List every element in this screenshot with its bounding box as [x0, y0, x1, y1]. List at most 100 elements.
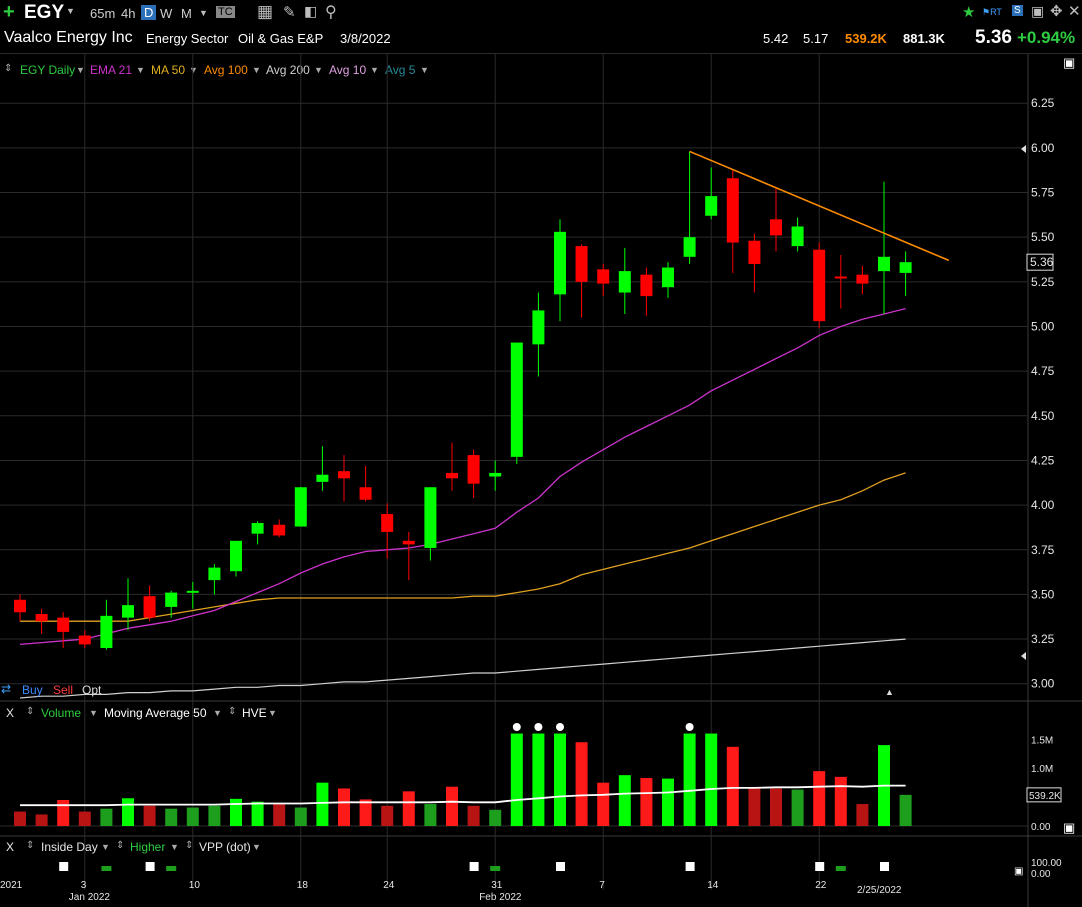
volume-bar — [662, 778, 674, 826]
candle — [683, 151, 696, 264]
dropdown-icon[interactable]: ▼ — [370, 65, 379, 75]
sort-icon[interactable]: ⇕ — [185, 840, 194, 851]
symbol-daily-label[interactable]: EGY Daily — [20, 63, 76, 77]
candle — [316, 446, 329, 491]
dropdown-icon[interactable]: ▼ — [252, 65, 261, 75]
pencil-icon[interactable]: ✎ — [283, 4, 296, 21]
dropdown-icon[interactable]: ▼ — [314, 65, 323, 75]
volume-bar — [467, 805, 480, 826]
date-tick-label: 10 — [189, 880, 201, 891]
timeframe-dropdown-icon[interactable]: ▼ — [199, 8, 208, 18]
dropdown-icon[interactable]: ▼ — [101, 842, 110, 852]
sector[interactable]: Energy Sector — [146, 31, 229, 46]
sort-icon[interactable]: ⇕ — [228, 706, 237, 717]
sort-icon[interactable]: ⇕ — [26, 840, 35, 851]
close-pane-button[interactable]: X — [6, 706, 15, 720]
indicator-collapse-icon[interactable]: ▣ — [1014, 866, 1024, 877]
volume-tick-label: 1.5M — [1031, 735, 1053, 746]
sort-icon[interactable]: ⇕ — [26, 706, 35, 717]
move-icon[interactable]: ✥ — [1050, 3, 1063, 20]
volume-bar — [813, 771, 826, 826]
candle-body — [510, 342, 523, 457]
options-button[interactable]: Opt — [82, 683, 102, 697]
volume-bar — [575, 742, 588, 826]
dropdown-icon[interactable]: ▼ — [170, 842, 179, 852]
calculator-icon[interactable]: ▦ — [257, 2, 274, 21]
trade-icon[interactable]: ⇄ — [1, 682, 12, 696]
timeframe-daily[interactable]: D — [141, 5, 157, 20]
share-icon[interactable]: ⚲ — [325, 4, 337, 21]
timeframe-weekly[interactable]: W — [160, 6, 173, 21]
indicator-ma50[interactable]: MA 50 — [151, 63, 186, 77]
dropdown-icon[interactable]: ▼ — [252, 842, 261, 852]
volume-bar — [294, 807, 307, 826]
volume-bar — [78, 811, 91, 826]
date-tick-label: 14 — [707, 880, 719, 891]
indicator-avg200[interactable]: Avg 200 — [266, 63, 310, 77]
sort-icon[interactable]: ⇕ — [4, 63, 13, 74]
dropdown-icon[interactable]: ▼ — [136, 65, 145, 75]
add-icon[interactable]: + — [3, 1, 15, 23]
star-icon[interactable]: ★ — [962, 4, 976, 21]
volume-collapse-icon[interactable]: ▣ — [1063, 820, 1076, 835]
vpp-label[interactable]: VPP (dot) — [199, 840, 251, 854]
hve-label[interactable]: HVE — [242, 706, 267, 720]
dropdown-icon[interactable]: ▼ — [66, 6, 75, 16]
candle-body — [122, 605, 134, 618]
dropdown-icon[interactable]: ▼ — [189, 65, 198, 75]
candle — [618, 247, 631, 314]
timeframe-65m[interactable]: 65m — [90, 6, 116, 21]
candle — [381, 503, 394, 559]
dropdown-icon[interactable]: ▼ — [268, 708, 277, 718]
candle-body — [402, 540, 415, 545]
industry[interactable]: Oil & Gas E&P — [238, 31, 324, 46]
indicator-avg5[interactable]: Avg 5 — [385, 63, 416, 77]
scroll-up-icon[interactable]: ▲ — [885, 687, 894, 697]
volume-ma-label[interactable]: Moving Average 50 — [104, 706, 207, 720]
volume-label[interactable]: Volume — [41, 706, 82, 720]
candle — [294, 487, 307, 527]
price-tick-label: 3.75 — [1031, 543, 1055, 557]
dropdown-icon[interactable]: ▼ — [76, 65, 85, 75]
indicator-ema21[interactable]: EMA 21 — [90, 63, 133, 77]
sp-icon[interactable]: S — [1012, 5, 1023, 16]
inside-day-mark — [59, 862, 69, 871]
indicator-avg100[interactable]: Avg 100 — [204, 63, 248, 77]
buy-button[interactable]: Buy — [22, 683, 43, 697]
candle-body — [554, 231, 566, 295]
dropdown-icon[interactable]: ▼ — [420, 65, 429, 75]
price-tick-label: 5.25 — [1031, 275, 1055, 289]
sort-icon[interactable]: ⇕ — [116, 840, 125, 851]
volume-bar — [122, 798, 134, 826]
collapse-icon[interactable]: ▣ — [1063, 55, 1076, 70]
layers-icon[interactable]: ◧ — [304, 3, 318, 19]
dropdown-icon[interactable]: ▼ — [213, 708, 222, 718]
candle — [770, 187, 782, 252]
timeframe-4h[interactable]: 4h — [121, 6, 136, 21]
hve-dot — [534, 723, 543, 731]
symbol-field[interactable]: EGY — [24, 2, 65, 23]
volume-bar — [683, 733, 696, 826]
day-volume: 539.2K — [845, 31, 887, 46]
window-icon[interactable]: ▣ — [1031, 3, 1045, 19]
date-tick-label: 24 — [383, 880, 395, 891]
close-pane-button[interactable]: X — [6, 840, 15, 854]
inside-day-label[interactable]: Inside Day — [41, 840, 98, 854]
candle — [662, 262, 674, 298]
chart-type-icon[interactable]: TC — [216, 6, 235, 18]
date-tick-label: 22 — [815, 880, 827, 891]
sell-button[interactable]: Sell — [53, 683, 74, 697]
volume-bar — [143, 805, 156, 826]
rt-icon[interactable]: ⚑RT — [982, 7, 1002, 17]
dropdown-icon[interactable]: ▼ — [89, 708, 98, 718]
inside-day-mark — [880, 862, 889, 871]
candle — [856, 265, 869, 295]
indicator-avg10[interactable]: Avg 10 — [329, 63, 367, 77]
higher-label[interactable]: Higher — [130, 840, 166, 854]
candle — [813, 242, 826, 329]
close-icon[interactable]: ✕ — [1068, 3, 1081, 20]
volume-bar — [770, 788, 782, 826]
timeframe-monthly[interactable]: M — [181, 6, 192, 21]
volume-bar — [273, 804, 286, 826]
